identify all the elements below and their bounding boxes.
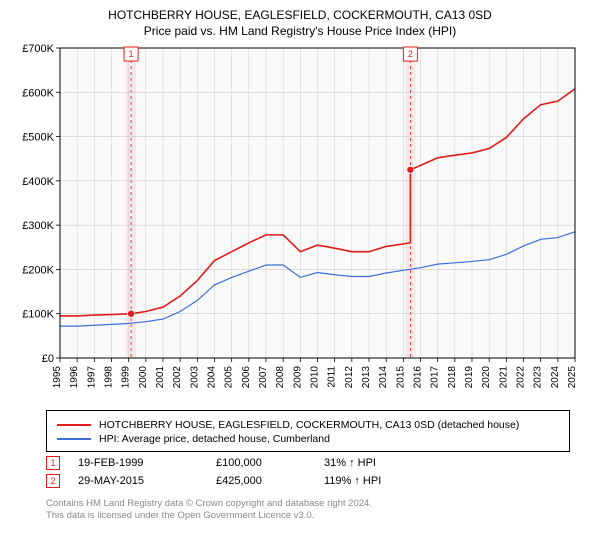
svg-text:2003: 2003 [189, 366, 200, 389]
svg-text:2005: 2005 [224, 366, 235, 389]
sale-date: 19-FEB-1999 [78, 457, 198, 469]
svg-text:2014: 2014 [378, 366, 389, 389]
svg-text:2007: 2007 [258, 366, 269, 389]
svg-text:2009: 2009 [292, 366, 303, 389]
legend-swatch [57, 438, 91, 440]
container: HOTCHBERRY HOUSE, EAGLESFIELD, COCKERMOU… [0, 0, 600, 523]
svg-text:1997: 1997 [86, 366, 97, 389]
svg-text:2025: 2025 [567, 366, 578, 389]
svg-text:£400K: £400K [22, 176, 54, 188]
legend-item: HPI: Average price, detached house, Cumb… [57, 433, 559, 445]
svg-text:1: 1 [129, 49, 134, 59]
svg-text:1998: 1998 [104, 366, 115, 389]
legend-swatch [57, 424, 91, 426]
svg-text:£200K: £200K [22, 264, 54, 276]
legend-label: HPI: Average price, detached house, Cumb… [99, 433, 330, 445]
svg-text:1995: 1995 [52, 366, 63, 389]
svg-text:2018: 2018 [447, 366, 458, 389]
svg-text:2002: 2002 [172, 366, 183, 389]
legend-item: HOTCHBERRY HOUSE, EAGLESFIELD, COCKERMOU… [57, 419, 559, 431]
chart-subtitle: Price paid vs. HM Land Registry's House … [0, 22, 600, 42]
svg-text:£0: £0 [42, 353, 54, 365]
sale-marker-box: 1 [46, 456, 60, 470]
svg-text:2022: 2022 [516, 366, 527, 389]
sale-date: 29-MAY-2015 [78, 475, 198, 487]
svg-text:2015: 2015 [395, 366, 406, 389]
svg-text:1999: 1999 [121, 366, 132, 389]
footer-line: Contains HM Land Registry data © Crown c… [46, 498, 570, 510]
svg-text:£600K: £600K [22, 87, 54, 99]
chart-title: HOTCHBERRY HOUSE, EAGLESFIELD, COCKERMOU… [0, 0, 600, 22]
svg-text:2019: 2019 [464, 366, 475, 389]
chart-area: £0 £100K £200K £300K £400K £500K £600K £700K 199… [20, 42, 580, 402]
svg-text:2011: 2011 [327, 366, 338, 388]
sale-diff: 31% ↑ HPI [324, 457, 376, 469]
svg-text:2008: 2008 [275, 366, 286, 389]
svg-text:2: 2 [408, 49, 413, 59]
svg-text:£500K: £500K [22, 132, 54, 144]
svg-text:2001: 2001 [155, 366, 166, 389]
sale-marker-box: 2 [46, 474, 60, 488]
sale-diff: 119% ↑ HPI [324, 475, 381, 487]
svg-text:2016: 2016 [413, 366, 424, 389]
svg-text:2024: 2024 [550, 366, 561, 389]
svg-text:2000: 2000 [138, 366, 149, 389]
sale-row: 1 19-FEB-1999 £100,000 31% ↑ HPI [46, 456, 570, 470]
svg-text:2021: 2021 [498, 366, 509, 389]
svg-text:2004: 2004 [207, 366, 218, 389]
svg-text:2023: 2023 [533, 366, 544, 389]
svg-text:1996: 1996 [69, 366, 80, 389]
sale-price: £425,000 [216, 475, 306, 487]
legend-label: HOTCHBERRY HOUSE, EAGLESFIELD, COCKERMOU… [99, 419, 519, 431]
footer-line: This data is licensed under the Open Gov… [46, 510, 570, 522]
svg-text:2012: 2012 [344, 366, 355, 389]
footer: Contains HM Land Registry data © Crown c… [46, 498, 570, 523]
chart-svg: £0 £100K £200K £300K £400K £500K £600K £700K 199… [20, 42, 580, 402]
svg-text:2020: 2020 [481, 366, 492, 389]
svg-text:£100K: £100K [22, 309, 54, 321]
sale-price: £100,000 [216, 457, 306, 469]
svg-text:2006: 2006 [241, 366, 252, 389]
svg-text:£700K: £700K [22, 43, 54, 55]
svg-text:2010: 2010 [310, 366, 321, 389]
svg-text:£300K: £300K [22, 220, 54, 232]
sale-row: 2 29-MAY-2015 £425,000 119% ↑ HPI [46, 474, 570, 488]
svg-text:2013: 2013 [361, 366, 372, 389]
sales-table: 1 19-FEB-1999 £100,000 31% ↑ HPI 2 29-MAY-201… [0, 456, 600, 488]
legend: HOTCHBERRY HOUSE, EAGLESFIELD, COCKERMOU… [46, 410, 570, 452]
svg-text:2017: 2017 [430, 366, 441, 389]
